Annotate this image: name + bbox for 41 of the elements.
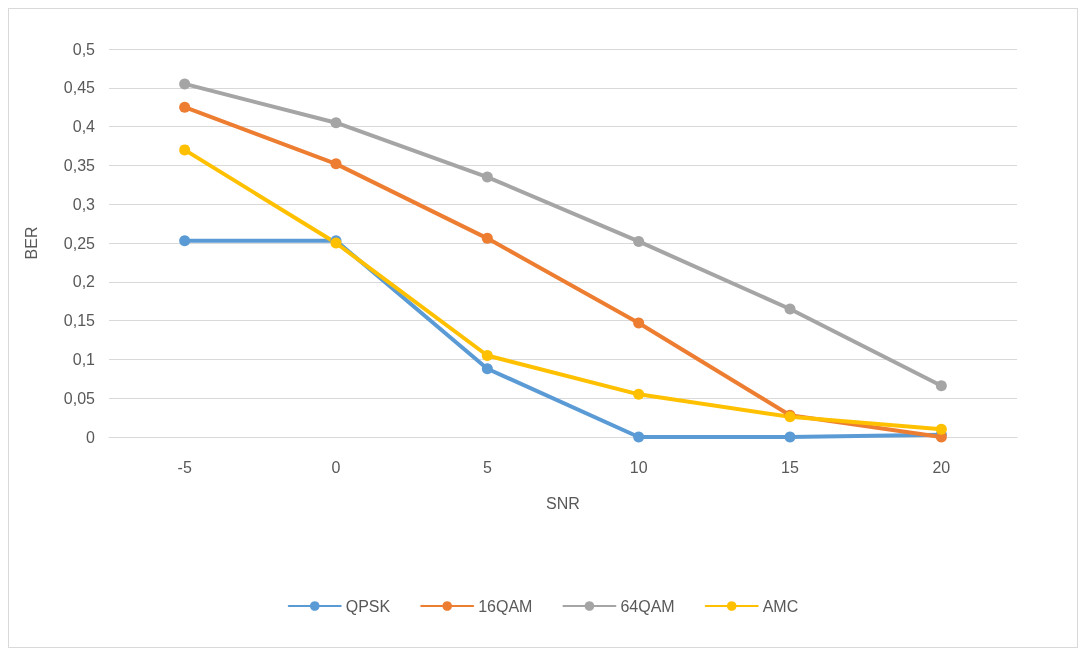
- y-tick-label: 0,4: [72, 118, 96, 136]
- legend-label: 16QAM: [478, 597, 533, 615]
- point: [481, 350, 493, 362]
- point: [179, 235, 191, 247]
- y-tick-label: 0,35: [63, 156, 96, 174]
- point: [784, 431, 796, 443]
- point: [935, 423, 947, 435]
- x-axis-title: SNR: [546, 494, 580, 512]
- y-tick-label: 0,45: [63, 79, 96, 97]
- x-tick-label: 5: [482, 458, 492, 476]
- y-tick-label: 0,25: [63, 234, 96, 252]
- y-tick-label: 0,15: [63, 312, 96, 330]
- x-tick-label: 20: [932, 458, 951, 476]
- point: [179, 144, 191, 156]
- point: [179, 101, 191, 113]
- point: [935, 380, 947, 392]
- x-tick-label: 10: [629, 458, 648, 476]
- legend-label: QPSK: [345, 597, 391, 615]
- y-tick-label: 0,5: [72, 40, 96, 58]
- point: [633, 235, 645, 247]
- legend-label: 64QAM: [620, 597, 675, 615]
- point: [481, 232, 493, 244]
- point: [481, 171, 493, 183]
- legend-label: AMC: [762, 597, 799, 615]
- y-tick-label: 0: [86, 428, 96, 446]
- x-tick-label: -5: [177, 458, 192, 476]
- point: [633, 317, 645, 329]
- point: [481, 363, 493, 375]
- point: [633, 388, 645, 400]
- point: [179, 78, 191, 90]
- point: [784, 303, 796, 315]
- point: [330, 158, 342, 170]
- x-tick-label: 0: [331, 458, 341, 476]
- y-tick-label: 0,1: [72, 350, 96, 368]
- point: [633, 431, 645, 443]
- y-axis-title: BER: [22, 226, 40, 260]
- y-tick-label: 0,05: [63, 389, 96, 407]
- x-tick-label: 15: [781, 458, 799, 476]
- point: [330, 117, 342, 129]
- y-tick-label: 0,3: [72, 195, 96, 213]
- y-tick-label: 0,2: [72, 273, 96, 291]
